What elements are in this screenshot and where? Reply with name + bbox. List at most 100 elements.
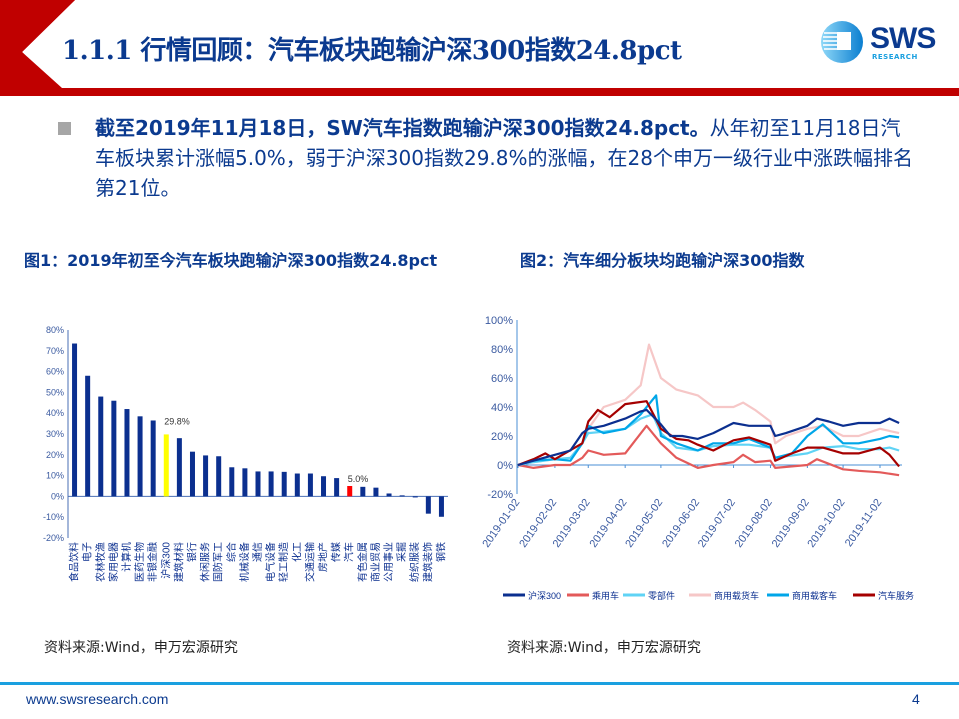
bar-银行 xyxy=(189,451,195,497)
y-tick-label: -20% xyxy=(487,489,513,501)
sws-logo: SWS RESEARCH xyxy=(820,20,936,64)
bar-化工 xyxy=(294,473,300,497)
y-tick-label: 10% xyxy=(46,471,64,481)
x-tick-label: 建筑装饰 xyxy=(421,542,434,582)
x-tick-label: 化工 xyxy=(290,542,303,562)
sws-logo-icon xyxy=(821,21,863,63)
bar-建筑装饰 xyxy=(425,496,431,514)
x-tick-label: 2019-07-02 xyxy=(696,497,738,550)
bar-轻工制造 xyxy=(281,471,287,497)
bar-通信 xyxy=(255,471,261,497)
figure2-source: 资料来源:Wind，申万宏源研究 xyxy=(507,640,701,656)
y-tick-label: 30% xyxy=(46,429,64,439)
data-label: 5.0% xyxy=(348,474,369,484)
bar-非银金融 xyxy=(150,420,156,497)
x-tick-label: 2019-01-02 xyxy=(480,497,522,550)
logo-subtext: RESEARCH xyxy=(872,52,918,61)
x-tick-label: 医药生物 xyxy=(133,542,146,582)
legend-label: 汽车服务 xyxy=(878,590,914,601)
y-tick-label: 0% xyxy=(497,460,513,472)
bar-公用事业 xyxy=(386,493,392,497)
y-tick-label: 100% xyxy=(485,315,513,327)
bar-房地产 xyxy=(321,476,327,497)
legend-label: 商用载客车 xyxy=(792,590,837,601)
y-tick-label: -20% xyxy=(43,533,64,543)
footer-url[interactable]: www.swsresearch.com xyxy=(26,691,169,707)
y-tick-label: 20% xyxy=(46,450,64,460)
bar-国防军工 xyxy=(216,456,222,497)
bar-建筑材料 xyxy=(176,438,182,497)
data-label: 29.8% xyxy=(164,416,190,426)
x-tick-label: 计算机 xyxy=(120,542,133,572)
y-tick-label: 40% xyxy=(46,408,64,418)
x-tick-label: 钢铁 xyxy=(434,542,447,562)
x-tick-label: 家用电器 xyxy=(107,542,120,582)
legend-item: 零部件 xyxy=(623,590,675,601)
y-tick-label: 60% xyxy=(46,367,64,377)
x-tick-label: 纺织服装 xyxy=(408,542,421,582)
x-tick-label: 非银金融 xyxy=(146,542,159,582)
x-tick-label: 2019-10-02 xyxy=(805,497,847,550)
series-line-零部件 xyxy=(517,413,900,467)
series-line-乘用车 xyxy=(517,424,900,477)
figure1-title: 图1：2019年初至今汽车板块跑输沪深300指数24.8pct xyxy=(24,251,438,270)
logo-text: SWS xyxy=(870,21,936,55)
bar-医药生物 xyxy=(137,416,143,497)
page-number: 4 xyxy=(912,691,920,707)
bar-综合 xyxy=(229,467,235,497)
x-tick-label: 采掘 xyxy=(395,542,408,562)
bar-沪深300 xyxy=(163,434,169,497)
bar-钢铁 xyxy=(438,496,444,517)
x-tick-label: 电气设备 xyxy=(264,542,277,582)
series-line-沪深300 xyxy=(517,408,900,467)
industry-return-bar-chart: 80% 70% 60% 50% 40% 30% 20% 10% 0% -10% -20% 食品饮料 电子… xyxy=(43,325,448,582)
bar-电气设备 xyxy=(268,471,274,497)
x-tick-label: 公用事业 xyxy=(382,542,395,582)
summary-text: 从年初至11月18日汽车板块累计涨幅5.0%，弱于沪深300指数29.8%的涨幅… xyxy=(95,116,913,200)
legend-label: 零部件 xyxy=(648,590,675,601)
x-tick-label: 通信 xyxy=(252,542,264,562)
bar-机械设备 xyxy=(242,468,248,497)
x-tick-label: 沪深300 xyxy=(159,542,172,579)
x-tick-label: 传媒 xyxy=(331,542,343,562)
x-tick-label: 2019-11-02 xyxy=(843,497,885,549)
bar-纺织服装 xyxy=(412,496,418,498)
auto-subsector-line-chart: 100%80%60%40%20%0%-20%2019-01-022019-02-… xyxy=(480,315,914,601)
series-line-汽车服务 xyxy=(517,400,900,468)
legend-label: 沪深300 xyxy=(528,590,561,601)
header-chevron-decoration xyxy=(0,0,959,96)
figure1-source: 资料来源:Wind，申万宏源研究 xyxy=(44,640,238,656)
legend-item: 商用载客车 xyxy=(767,590,837,601)
y-tick-label: -10% xyxy=(43,512,64,522)
x-tick-label: 房地产 xyxy=(317,542,330,572)
summary-bold: 截至2019年11月18日，SW汽车指数跑输沪深300指数24.8pct。 xyxy=(95,116,710,140)
bar-农林牧渔 xyxy=(98,396,104,497)
y-tick-label: 40% xyxy=(491,402,513,414)
figure2-title: 图2：汽车细分板块均跑输沪深300指数 xyxy=(520,251,805,270)
legend-item: 汽车服务 xyxy=(853,590,914,601)
legend-item: 沪深300 xyxy=(503,590,561,601)
bar-传媒 xyxy=(334,478,340,497)
bullet-square-icon xyxy=(58,122,71,135)
bar-计算机 xyxy=(124,409,130,497)
x-tick-label: 食品饮料 xyxy=(68,542,81,582)
summary-paragraph: 截至2019年11月18日，SW汽车指数跑输沪深300指数24.8pct。从年初… xyxy=(95,113,915,203)
x-tick-label: 交通运输 xyxy=(303,542,316,582)
series-line-商用载客车 xyxy=(517,394,900,467)
legend-item: 乘用车 xyxy=(567,590,619,601)
x-tick-label: 机械设备 xyxy=(238,542,251,582)
bar-交通运输 xyxy=(307,473,313,497)
bar-商业贸易 xyxy=(373,487,379,497)
bar-有色金属 xyxy=(360,486,366,497)
legend-label: 乘用车 xyxy=(592,590,619,601)
x-tick-label: 综合 xyxy=(225,542,238,562)
y-tick-label: 80% xyxy=(491,344,513,356)
x-tick-label: 轻工制造 xyxy=(277,542,290,582)
bar-食品饮料 xyxy=(72,343,78,497)
x-tick-label: 2019-05-02 xyxy=(623,497,665,550)
bar-电子 xyxy=(85,375,91,497)
y-tick-label: 20% xyxy=(491,431,513,443)
x-tick-label: 汽车 xyxy=(343,542,356,562)
page-title: 1.1.1 行情回顾：汽车板块跑输沪深300指数24.8pct xyxy=(62,36,682,66)
y-tick-label: 0% xyxy=(51,491,64,501)
